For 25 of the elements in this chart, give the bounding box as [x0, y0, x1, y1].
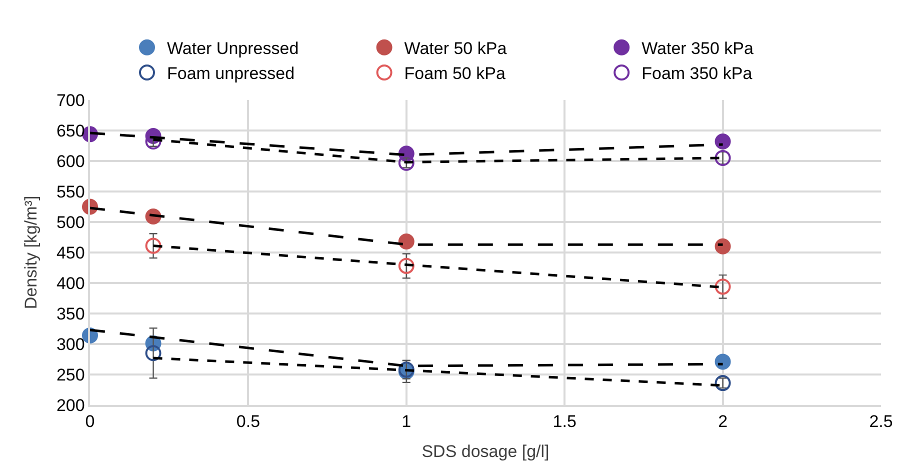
y-tick-label: 700	[56, 90, 85, 110]
legend-label: Foam 350 kPa	[642, 64, 753, 84]
y-tick-label: 550	[56, 182, 85, 202]
legend-label: Water 50 kPa	[404, 39, 508, 58]
y-tick-label: 450	[56, 243, 85, 262]
x-tick-label: 1.5	[552, 412, 576, 432]
legend-label: Water 350 kPa	[642, 39, 754, 58]
x-tick-label: 2.5	[869, 412, 893, 432]
x-tick-label: 0.5	[236, 412, 260, 432]
legend-label: Water Unpressed	[167, 39, 299, 58]
y-tick-label: 400	[56, 274, 85, 293]
y-tick-label: 300	[56, 334, 85, 354]
y-tick-label: 500	[56, 212, 85, 232]
x-axis-title: SDS dosage [g/l]	[422, 442, 550, 462]
y-tick-label: 350	[56, 304, 85, 324]
x-tick-label: 2	[718, 412, 728, 432]
legend-label: Foam 50 kPa	[404, 64, 506, 84]
y-tick-label: 250	[56, 365, 85, 384]
y-tick-label: 650	[56, 121, 85, 140]
x-tick-label: 0	[85, 412, 95, 432]
y-axis-title: Density [kg/m³]	[22, 196, 41, 310]
legend-label: Foam unpressed	[167, 64, 295, 84]
x-tick-label: 1	[402, 412, 412, 432]
y-tick-label: 200	[56, 396, 85, 415]
y-tick-label: 600	[56, 152, 85, 171]
